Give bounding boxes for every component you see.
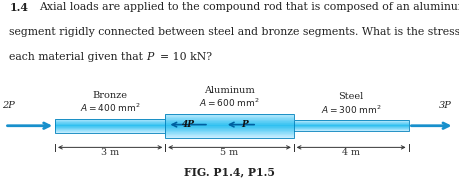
Bar [165,128,294,129]
Bar [294,123,409,124]
Bar [165,124,294,125]
Text: Axial loads are applied to the compound rod that is composed of an aluminum: Axial loads are applied to the compound … [39,2,459,12]
Bar [165,113,294,114]
Bar [55,126,165,127]
Bar [165,123,294,124]
Bar [165,137,294,138]
Bar [55,127,165,128]
Text: $A = 600\ \mathrm{mm}^2$: $A = 600\ \mathrm{mm}^2$ [199,97,260,109]
Bar [55,118,165,133]
Bar [165,118,294,119]
Bar [294,126,409,127]
Bar [165,116,294,117]
Text: 3 m: 3 m [101,148,119,157]
Bar [294,120,409,131]
Text: = 10 kN?: = 10 kN? [160,52,212,62]
Text: 4P: 4P [182,120,195,129]
Bar [294,122,409,123]
Bar [55,120,165,121]
Bar [165,121,294,122]
Bar [165,126,294,127]
Bar [165,119,294,120]
Text: Bronze: Bronze [93,91,128,100]
Text: FIG. P1.4, P1.5: FIG. P1.4, P1.5 [184,167,275,178]
Bar [165,136,294,137]
Text: Steel: Steel [338,92,364,101]
Bar [55,118,165,119]
Bar [165,115,294,116]
Bar [55,129,165,130]
Bar [55,128,165,129]
Bar [294,129,409,130]
Text: 2P: 2P [2,101,15,110]
Text: Aluminum: Aluminum [204,86,255,95]
Bar [165,134,294,135]
Bar [294,125,409,126]
Bar [55,124,165,125]
Text: each material given that: each material given that [9,52,146,62]
Bar [294,120,409,121]
Bar [294,127,409,128]
Bar [165,113,294,138]
Bar [294,124,409,125]
Bar [294,130,409,131]
Bar [55,125,165,126]
Bar [55,132,165,133]
Bar [165,135,294,136]
Text: P: P [241,120,248,129]
Text: $A = 300\ \mathrm{mm}^2$: $A = 300\ \mathrm{mm}^2$ [321,103,381,116]
Bar [165,117,294,118]
Text: $A = 400\ \mathrm{mm}^2$: $A = 400\ \mathrm{mm}^2$ [80,102,140,114]
Text: 1.4: 1.4 [9,2,28,13]
Bar [165,127,294,128]
Bar [55,121,165,122]
Bar [55,123,165,124]
Bar [165,133,294,134]
Text: 4 m: 4 m [342,148,360,157]
Bar [55,131,165,132]
Bar [294,128,409,129]
Bar [165,120,294,121]
Bar [165,129,294,130]
Bar [165,130,294,131]
Bar [165,125,294,126]
Bar [55,122,165,123]
Bar [165,132,294,133]
Bar [165,131,294,132]
Text: 3P: 3P [439,101,452,110]
Bar [294,121,409,122]
Text: segment rigidly connected between steel and bronze segments. What is the stress : segment rigidly connected between steel … [9,27,459,37]
Bar [55,119,165,120]
Text: 5 m: 5 m [220,148,239,157]
Bar [55,130,165,131]
Bar [165,114,294,115]
Text: P: P [146,52,153,62]
Bar [165,122,294,123]
